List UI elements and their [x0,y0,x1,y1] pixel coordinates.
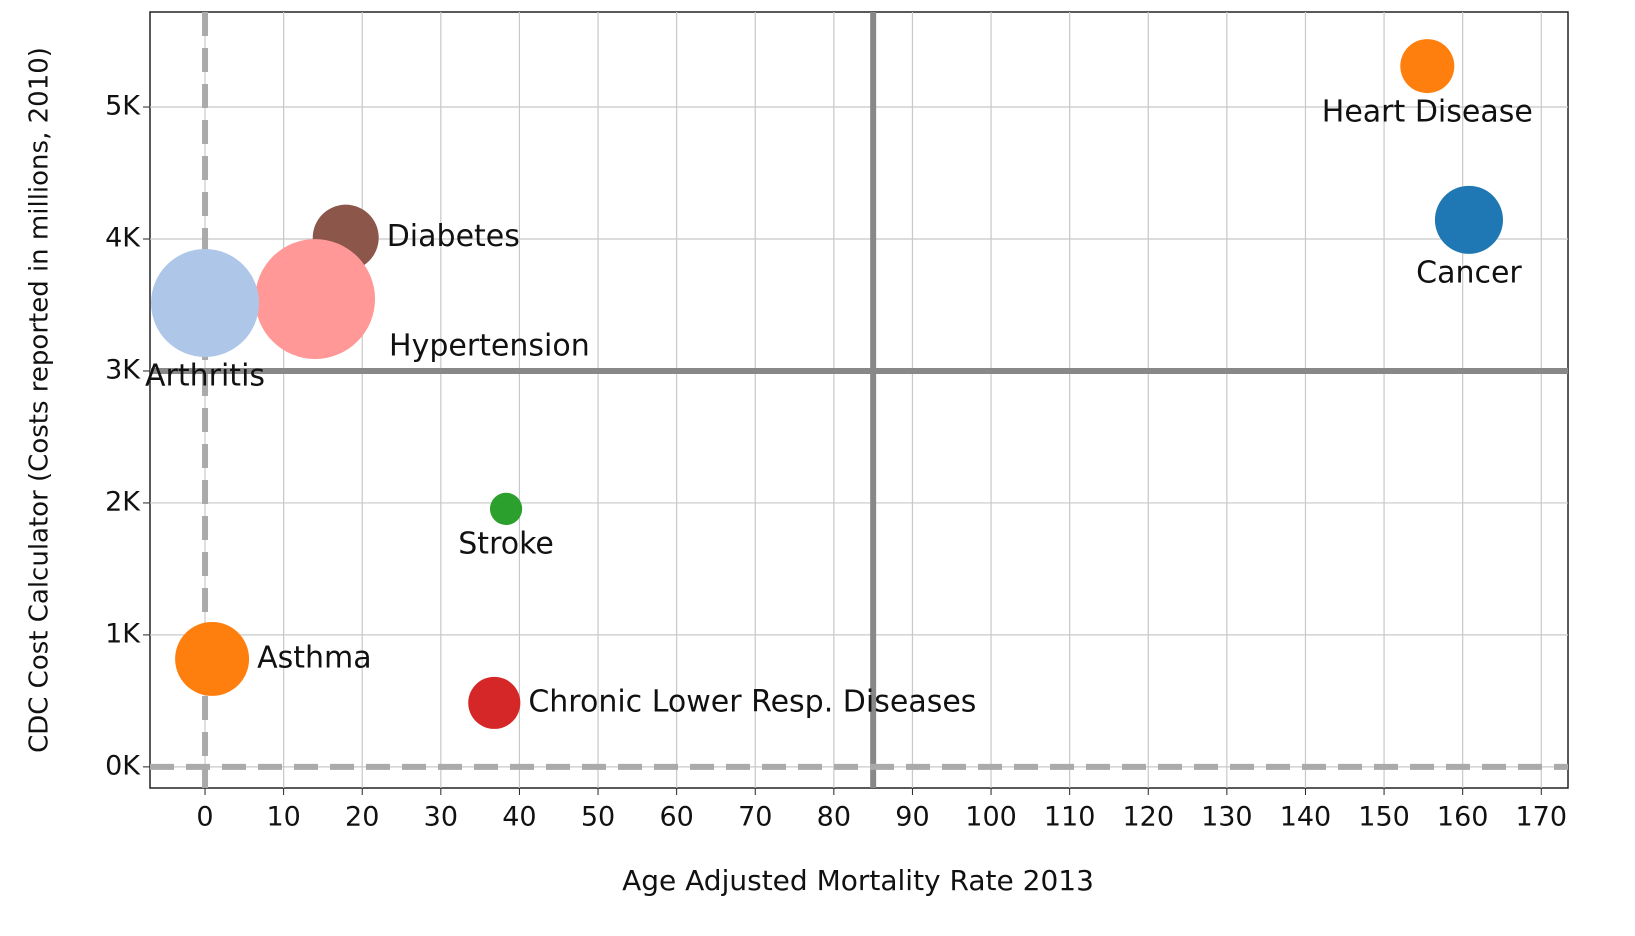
y-tick-label: 5K [105,91,141,122]
bubble [468,676,521,729]
x-tick-label: 20 [345,802,379,833]
bubble [151,249,260,357]
x-tick-label: 150 [1358,802,1410,833]
x-tick-label: 60 [659,802,693,833]
bubble [1400,39,1455,94]
y-tick-label: 3K [105,354,141,385]
point-label: Asthma [257,640,372,675]
y-tick-label: 1K [105,618,141,649]
y-axis-title: CDC Cost Calculator (Costs reported in m… [25,47,55,753]
x-tick-label: 30 [424,802,458,833]
x-tick-label: 70 [738,802,772,833]
y-tick-label: 4K [105,222,141,253]
bubble [489,492,523,525]
y-tick-label: 2K [105,486,141,517]
point-label: Chronic Lower Resp. Diseases [528,684,976,719]
x-tick-label: 130 [1201,802,1253,833]
bubble [175,621,250,696]
x-tick-label: 0 [196,802,213,833]
y-tick-label: 0K [105,750,141,781]
x-tick-label: 90 [895,802,929,833]
x-tick-label: 140 [1280,802,1332,833]
point-label: Cancer [1416,255,1522,290]
point-label: Hypertension [389,328,590,363]
bubble [255,239,376,359]
x-axis-title: Age Adjusted Mortality Rate 2013 [622,864,1094,897]
point-label: Heart Disease [1322,95,1533,130]
x-tick-label: 170 [1516,802,1568,833]
point-label: Arthritis [145,358,265,393]
point-label: Diabetes [387,219,520,254]
x-tick-label: 160 [1437,802,1489,833]
x-tick-label: 80 [817,802,851,833]
x-tick-label: 40 [502,802,536,833]
plot-area [149,11,1569,789]
x-tick-label: 50 [581,802,615,833]
x-tick-label: 10 [266,802,300,833]
x-tick-label: 120 [1122,802,1174,833]
point-label: Stroke [458,526,554,561]
bubble [1434,185,1503,254]
x-tick-label: 110 [1044,802,1096,833]
x-tick-label: 100 [965,802,1017,833]
